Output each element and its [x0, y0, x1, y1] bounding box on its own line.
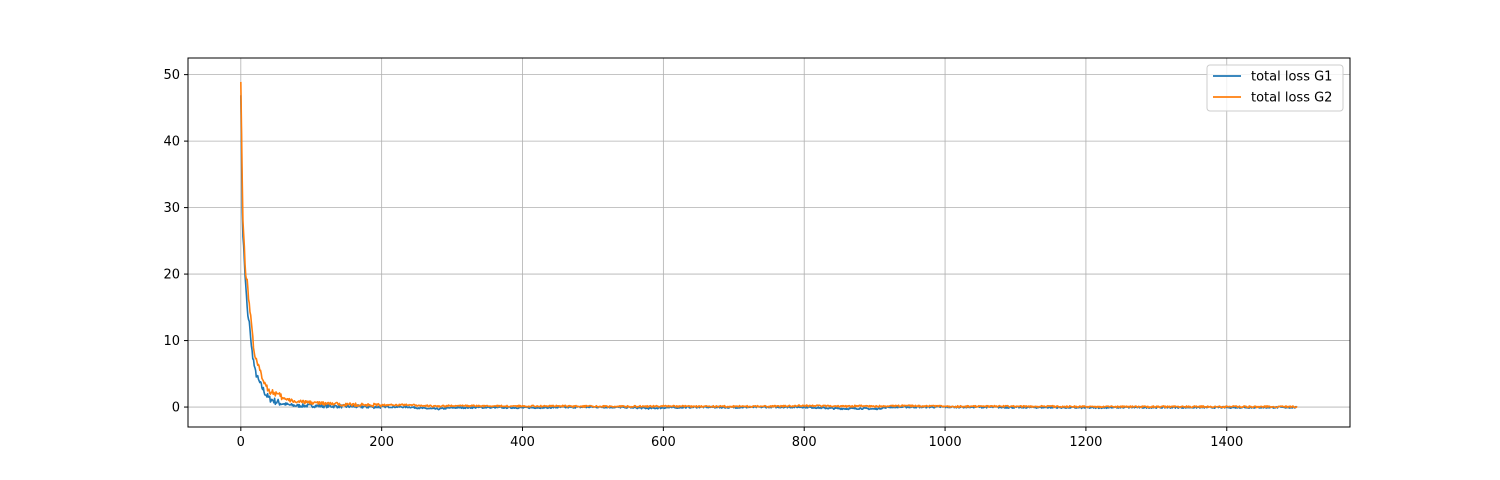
y-tick-label-5: 50	[163, 68, 180, 83]
x-tick-label-6: 1200	[1069, 435, 1102, 450]
x-tick-label-7: 1400	[1210, 435, 1243, 450]
grid	[188, 58, 1350, 427]
x-tick-label-1: 200	[369, 435, 394, 450]
legend-label-0: total loss G1	[1251, 70, 1332, 85]
ticks: 0 200 400 600 800 1000 1200 1400 0 10 20 30 40 50	[163, 68, 1243, 450]
y-tick-label-2: 20	[163, 268, 180, 283]
series-line-1	[240, 81, 1298, 409]
axes-frame	[187, 57, 1351, 428]
y-tick-label-3: 30	[163, 201, 180, 216]
legend: total loss G1 total loss G2	[1206, 64, 1344, 112]
x-tick-label-0: 0	[237, 435, 245, 450]
x-tick-label-4: 800	[792, 435, 817, 450]
legend-label-1: total loss G2	[1251, 91, 1332, 106]
y-tick-label-1: 10	[163, 334, 180, 349]
y-tick-label-0: 0	[172, 401, 180, 416]
x-tick-label-3: 600	[651, 435, 676, 450]
x-tick-label-2: 400	[510, 435, 535, 450]
x-tick-label-5: 1000	[929, 435, 962, 450]
series-layer	[240, 81, 1298, 411]
y-tick-label-4: 40	[163, 135, 180, 150]
